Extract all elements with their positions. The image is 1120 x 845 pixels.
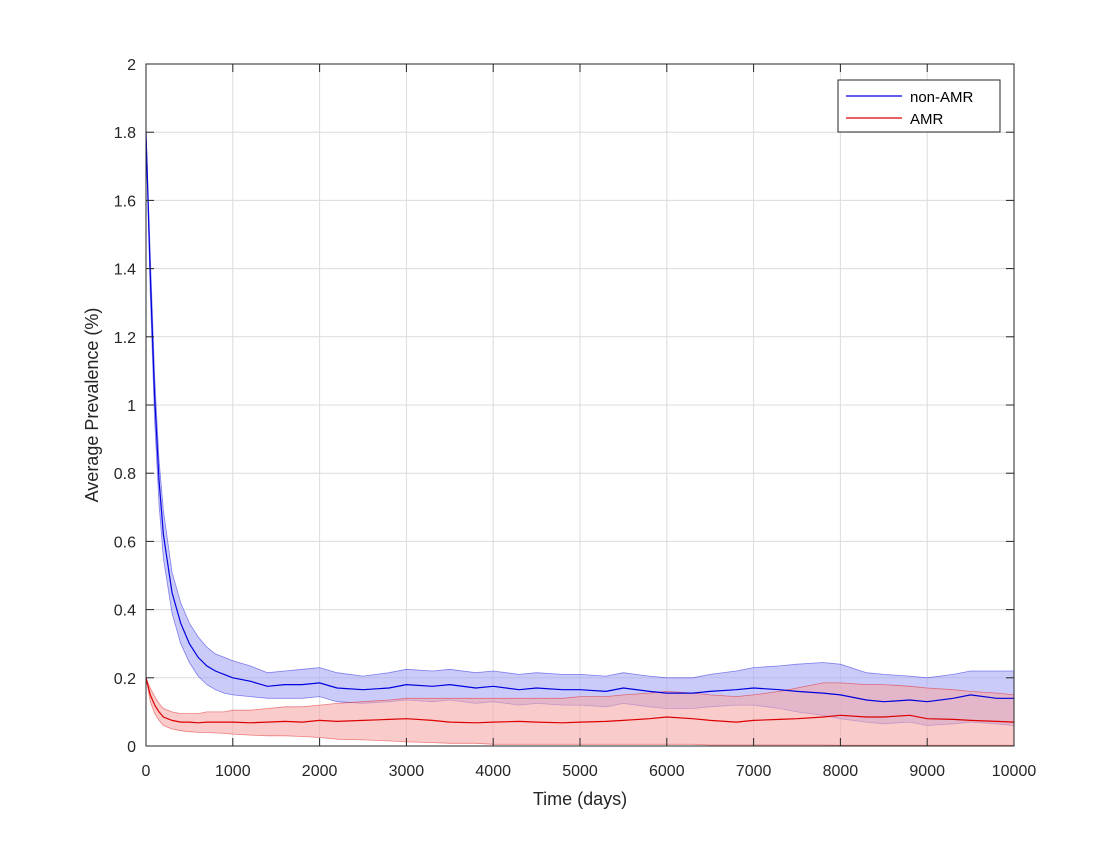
y-tick-label: 2 (127, 57, 136, 74)
x-axis-label: Time (days) (533, 789, 627, 809)
y-tick-label: 0 (127, 739, 136, 756)
x-tick-label: 3000 (389, 763, 425, 780)
x-tick-label: 0 (142, 763, 151, 780)
y-tick-label: 0.4 (114, 603, 136, 620)
legend-label-non-amr: non-AMR (910, 89, 974, 106)
x-tick-label: 4000 (475, 763, 511, 780)
legend: non-AMR AMR (837, 79, 1001, 133)
y-tick-label: 1.6 (114, 193, 136, 210)
y-tick-label: 0.8 (114, 466, 136, 483)
y-axis-label: Average Prevalence (%) (82, 308, 102, 503)
amr-series-line (145, 677, 1015, 724)
x-tick-label: 1000 (215, 763, 251, 780)
y-tick-label: 1.8 (114, 125, 136, 142)
y-tick-label: 0.2 (114, 671, 136, 688)
x-tick-label: 2000 (302, 763, 338, 780)
x-tick-label: 9000 (909, 763, 945, 780)
axis-ticks (145, 63, 1015, 747)
tick-labels: 0 1000 2000 3000 4000 5000 6000 7000 8000 9000 100… (114, 57, 1037, 780)
x-tick-label: 6000 (649, 763, 685, 780)
y-tick-label: 0.6 (114, 534, 136, 551)
x-tick-label: 8000 (823, 763, 859, 780)
x-tick-label: 10000 (992, 763, 1037, 780)
y-tick-label: 1.4 (114, 262, 136, 279)
y-tick-label: 1 (127, 398, 136, 415)
x-tick-label: 5000 (562, 763, 598, 780)
legend-box (837, 79, 1001, 133)
series-lines (145, 132, 1015, 724)
legend-label-amr: AMR (910, 111, 944, 128)
y-tick-label: 1.2 (114, 330, 136, 347)
non-amr-series-line (145, 132, 1014, 703)
x-tick-label: 7000 (736, 763, 772, 780)
